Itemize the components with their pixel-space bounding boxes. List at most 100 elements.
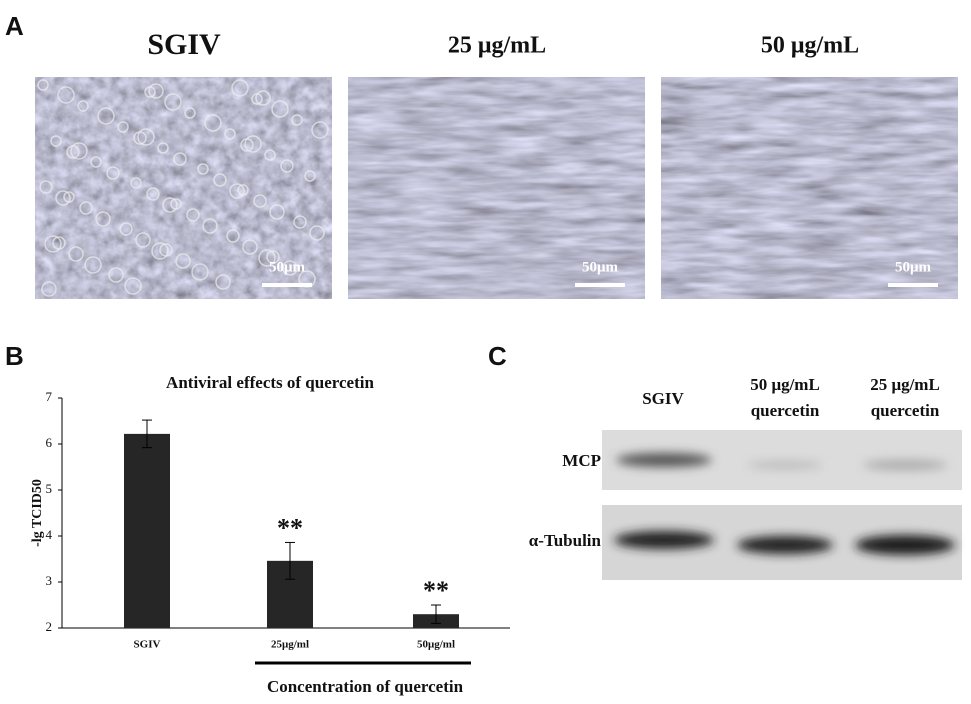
cell [291,114,303,126]
cell [164,93,182,111]
lane-label: quercetin [871,401,940,420]
y-tick-label: 4 [46,527,53,542]
cell [108,267,124,283]
cell [253,194,267,208]
cell [215,274,231,290]
cell [184,107,196,119]
x-axis-label: Concentration of quercetin [267,677,464,696]
cell [304,170,316,182]
cell [63,191,75,203]
scale-bar-label: 50μm [582,259,619,275]
cell [52,236,66,250]
cell [170,198,182,210]
cell [148,83,164,99]
cell [293,215,307,229]
cell [309,225,325,241]
cell [255,90,271,106]
cell [231,79,249,97]
cell [97,107,115,125]
bar [124,433,170,628]
cell [135,232,151,248]
panel-label: B [5,341,24,371]
cell [106,166,120,180]
cell [282,260,298,276]
x-tick-label: SGIV [134,639,161,651]
panel-label: A [5,11,24,41]
row-label: MCP [562,451,601,470]
cell [70,142,88,160]
panel-label: C [488,341,507,371]
blot-bands [614,453,955,555]
y-tick-label: 5 [46,481,53,496]
cell [269,204,285,220]
cell [79,201,93,215]
cell [95,211,111,227]
cell [90,156,102,168]
y-axis-label: -lg TCID50 [30,479,45,547]
y-tick-label: 3 [46,573,53,588]
scale-bar-label: 50μm [895,259,932,275]
micrograph [348,77,645,299]
y-tick-label: 6 [46,435,53,450]
cell [229,183,245,199]
cell [119,222,133,236]
cell [191,263,209,281]
cell [224,128,236,140]
cell [124,277,142,295]
cell [39,180,53,194]
cell [57,86,75,104]
cell [271,100,289,118]
cell [226,229,240,243]
lane-label: 50 μg/mL [750,375,820,394]
micrograph-title: 25 μg/mL [448,33,546,59]
cell [266,250,280,264]
y-tick-label: 2 [46,619,53,634]
x-tick-label: 50μg/ml [417,639,455,651]
lane-label: 25 μg/mL [870,375,940,394]
cell [280,159,294,173]
significance-label: ** [423,576,449,605]
cell [137,128,155,146]
lane-label: quercetin [751,401,820,420]
cell [186,208,200,222]
cell [44,235,62,253]
cell [242,239,258,255]
cell [146,187,160,201]
row-label: α-Tubulin [529,531,602,550]
cell [130,177,142,189]
cell [84,256,102,274]
cell [244,135,262,153]
x-tick-label: 25μg/ml [271,639,309,651]
micrograph [661,77,958,299]
cell [50,135,62,147]
y-tick-label: 7 [46,389,53,404]
cell [197,163,209,175]
cell [151,242,169,260]
cell [202,218,218,234]
lane-label: SGIV [642,389,684,408]
micrograph-title: SGIV [147,28,221,61]
cell [37,79,49,91]
micrograph [35,77,332,299]
micrograph-title: 50 μg/mL [761,33,859,59]
cell [159,243,173,257]
cell [68,246,84,262]
cell [55,190,71,206]
cell [77,100,89,112]
cell [213,173,227,187]
cell [264,149,276,161]
scale-bar-label: 50μm [269,259,306,275]
cell [173,152,187,166]
cell [258,249,276,267]
cell [41,281,57,297]
significance-label: ** [277,513,303,542]
cell [162,197,178,213]
cell [311,121,329,139]
cell [157,142,169,154]
cell [117,121,129,133]
cell [175,253,191,269]
cell [237,184,249,196]
chart-title: Antiviral effects of quercetin [166,373,374,392]
cell [204,114,222,132]
